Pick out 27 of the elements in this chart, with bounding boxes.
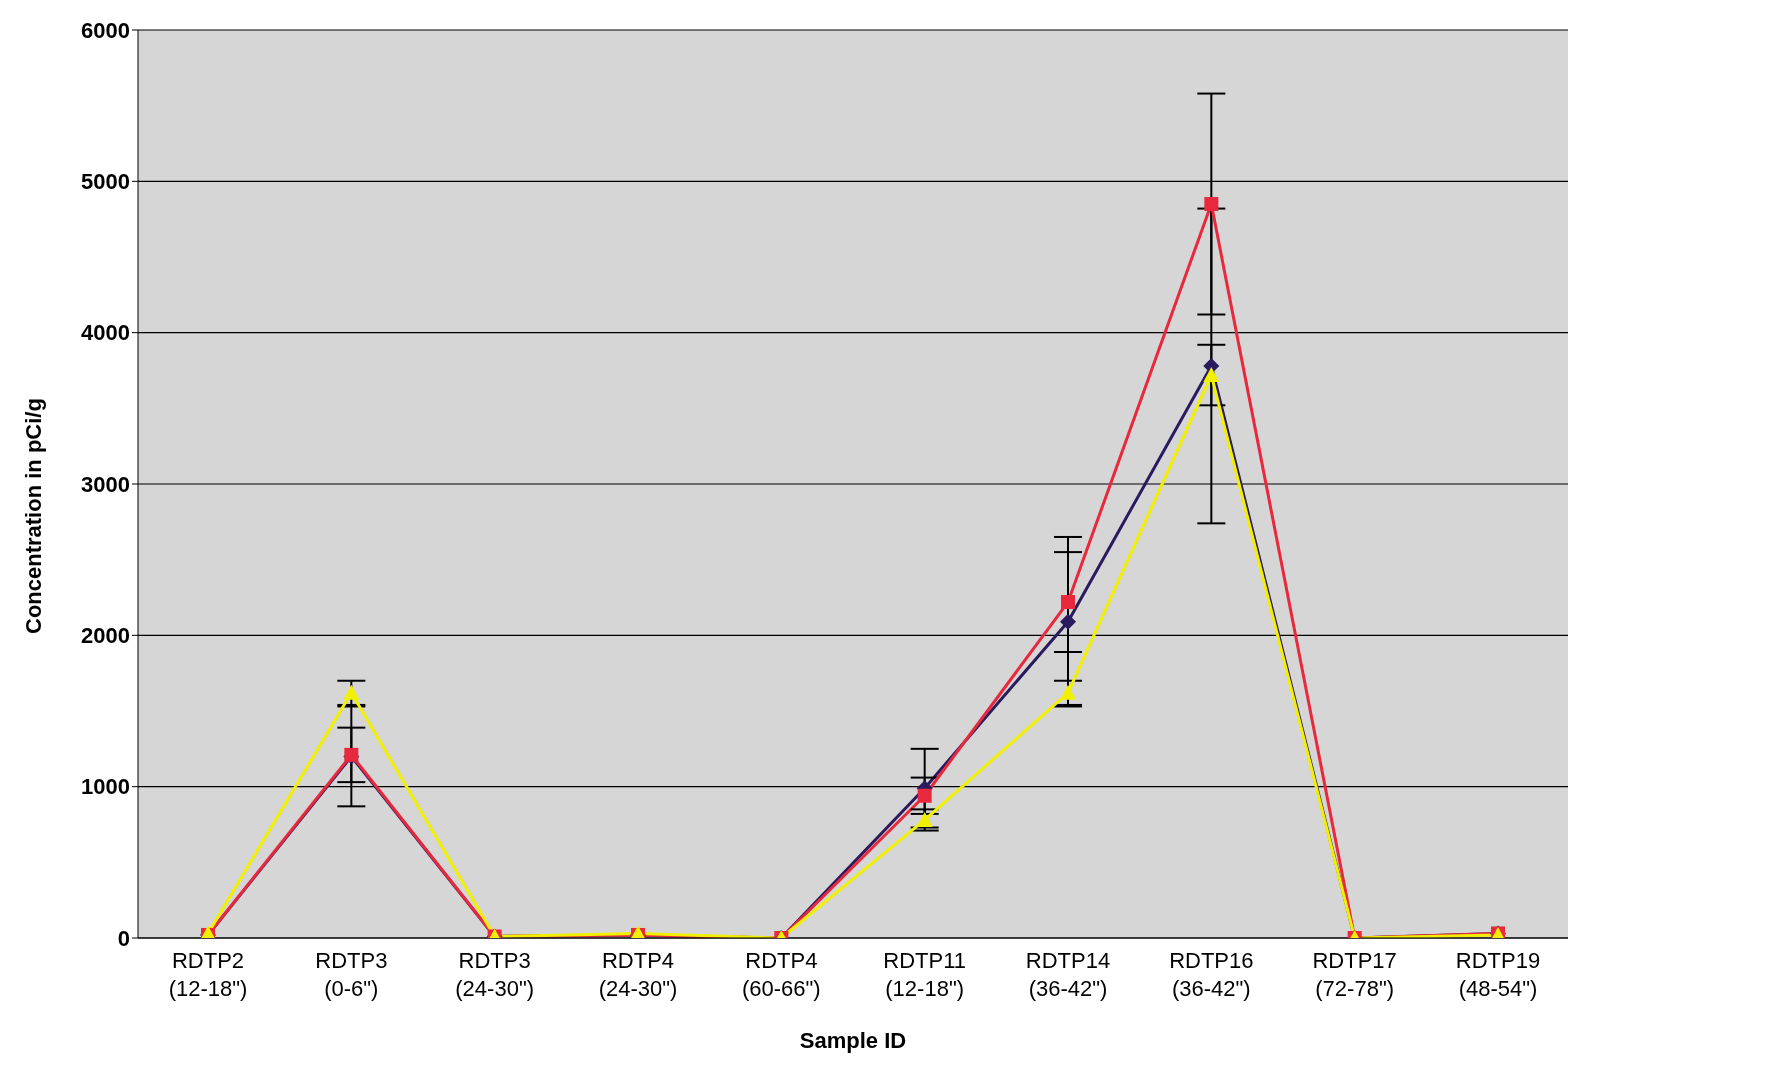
point: [1203, 367, 1220, 383]
x-tick-label: RDTP2 (12-18"): [168, 948, 248, 1001]
x-tick-label: RDTP14 (36-42"): [1025, 948, 1111, 1001]
x-tick-label: RDTP4 (60-66"): [741, 948, 821, 1001]
x-tick-label: RDTP4 (24-30"): [598, 948, 678, 1001]
y-tick-label: 1000: [81, 774, 130, 800]
y-tick-label: 4000: [81, 320, 130, 346]
x-tick-label: RDTP3 (24-30"): [455, 948, 535, 1001]
point: [916, 811, 933, 827]
y-tick-label: 2000: [81, 623, 130, 649]
y-axis-title: Concentration in pCi/g: [20, 398, 46, 634]
x-tick-label: RDTP17 (72-78"): [1312, 948, 1397, 1001]
y-tick-label: 3000: [81, 471, 130, 497]
point: [1060, 613, 1076, 630]
x-tick-label: RDTP16 (36-42"): [1169, 948, 1254, 1001]
y-tick-label: 0: [117, 925, 130, 951]
x-axis-title: Sample ID: [799, 1028, 907, 1053]
x-tick-label: RDTP3 (0-6"): [315, 948, 388, 1001]
point: [1204, 197, 1219, 212]
point: [1060, 684, 1076, 700]
y-tick-label: 6000: [81, 17, 130, 43]
point: [343, 684, 360, 700]
x-tick-label: RDTP11 (12-18"): [883, 948, 967, 1001]
point: [917, 788, 932, 803]
y-tick-label: 5000: [81, 169, 130, 195]
point: [1061, 595, 1075, 610]
x-tick-label: RDTP19 (48-54"): [1455, 948, 1541, 1001]
